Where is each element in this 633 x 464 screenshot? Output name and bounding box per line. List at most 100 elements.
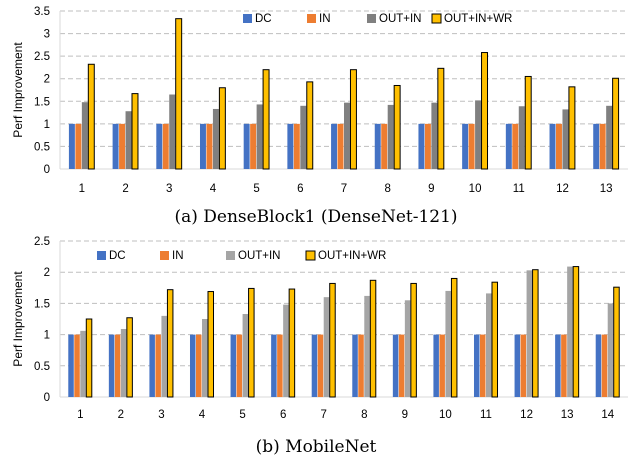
bar-dc	[462, 123, 469, 169]
bar-dc	[68, 334, 74, 397]
y-tick-label: 3	[44, 29, 50, 41]
y-tick-label: 1	[44, 330, 50, 342]
bar-out-in-wr	[349, 69, 357, 170]
x-tick-label: 8	[361, 409, 367, 421]
x-tick-label: 2	[118, 409, 124, 421]
bar-in	[358, 334, 364, 397]
bar-in	[195, 334, 202, 397]
bar-out-in-wr	[288, 288, 296, 398]
bar-dc	[473, 334, 480, 397]
x-tick-label: 11	[480, 409, 492, 421]
bar-in	[555, 123, 562, 169]
bar-out-in	[387, 104, 394, 169]
y-tick-label: 2	[44, 74, 50, 86]
bar-dc	[189, 334, 196, 397]
bar-dc	[595, 334, 602, 397]
chart-caption: (b) MobileNet	[256, 437, 377, 457]
y-tick-label: 0.5	[34, 361, 50, 373]
legend-label: IN	[319, 13, 331, 25]
bar-out-in	[364, 295, 370, 397]
x-tick-label: 8	[384, 183, 390, 195]
legend-swatch	[243, 14, 252, 23]
bar-out-in	[300, 105, 307, 169]
x-tick-label: 3	[158, 409, 164, 421]
bar-out-in-wr	[450, 277, 458, 398]
bar-out-in-wr	[532, 269, 539, 398]
bar-in	[155, 334, 161, 397]
bar-out-in	[518, 106, 525, 169]
bar-out-in	[283, 304, 289, 397]
x-tick-label: 9	[402, 409, 408, 421]
y-tick-label: 2.5	[34, 236, 50, 248]
bar-out-in	[202, 319, 208, 397]
x-tick-label: 5	[253, 183, 259, 195]
legend-swatch	[305, 250, 316, 261]
legend-label: OUT+IN+WR	[444, 13, 512, 25]
bar-in	[293, 123, 300, 169]
bar-dc	[549, 123, 556, 169]
bar-in	[119, 123, 126, 169]
x-tick-label: 10	[439, 409, 452, 421]
x-tick-label: 9	[428, 183, 434, 195]
legend-swatch	[431, 13, 442, 24]
bar-dc	[514, 334, 521, 397]
x-tick-label: 10	[469, 183, 482, 195]
bar-dc	[331, 123, 338, 169]
chart-caption: (a) DenseBlock1 (DenseNet-121)	[174, 207, 457, 227]
bar-dc	[199, 123, 206, 169]
bar-in	[162, 123, 169, 169]
y-tick-label: 2	[44, 267, 50, 279]
bar-out-in-wr	[207, 291, 215, 398]
bar-out-in	[344, 102, 350, 169]
bar-out-in-wr	[218, 87, 226, 170]
bar-out-in	[120, 328, 127, 397]
bar-dc	[433, 334, 439, 397]
bar-out-in-wr	[131, 93, 139, 170]
bar-out-in	[607, 303, 614, 397]
bar-out-in	[80, 330, 86, 397]
bar-out-in-wr	[613, 286, 620, 398]
legend-label: OUT+IN	[238, 250, 281, 262]
x-tick-label: 4	[199, 409, 206, 421]
bar-in	[561, 334, 567, 397]
bar-dc	[505, 123, 512, 169]
x-tick-label: 7	[321, 409, 327, 421]
bar-dc	[311, 334, 318, 397]
x-tick-label: 3	[166, 183, 172, 195]
bar-out-in	[212, 108, 219, 169]
bar-out-in-wr	[126, 317, 133, 398]
bar-in	[398, 334, 405, 397]
bar-dc	[352, 334, 358, 397]
bar-out-in-wr	[87, 63, 95, 170]
bar-out-in	[526, 270, 533, 397]
bar-out-in	[562, 109, 569, 169]
bar-out-in-wr	[572, 266, 580, 398]
bar-in	[317, 334, 324, 397]
y-tick-label: 0	[44, 392, 50, 404]
legend-swatch	[226, 251, 235, 260]
bar-dc	[287, 123, 294, 169]
y-tick-label: 2.5	[34, 51, 50, 63]
x-tick-label: 13	[600, 183, 613, 195]
bar-dc	[271, 334, 277, 397]
y-axis-title: Perf Improvement	[11, 42, 25, 138]
bar-out-in-wr	[491, 281, 499, 398]
bar-out-in	[81, 102, 88, 169]
bar-out-in-wr	[306, 81, 314, 170]
bar-out-in-wr	[175, 18, 183, 170]
legend-label: OUT+IN	[379, 13, 422, 25]
bar-out-in-wr	[329, 282, 336, 398]
legend-swatch	[367, 14, 376, 23]
x-tick-label: 2	[122, 183, 128, 195]
bar-out-in	[404, 300, 411, 397]
bar-out-in	[431, 102, 438, 169]
bar-out-in	[445, 290, 451, 397]
legend-label: IN	[172, 250, 184, 262]
bar-out-in-wr	[248, 287, 255, 398]
bar-out-in-wr	[166, 289, 174, 398]
y-tick-label: 3.5	[34, 6, 50, 18]
bar-out-in-wr	[437, 67, 445, 170]
